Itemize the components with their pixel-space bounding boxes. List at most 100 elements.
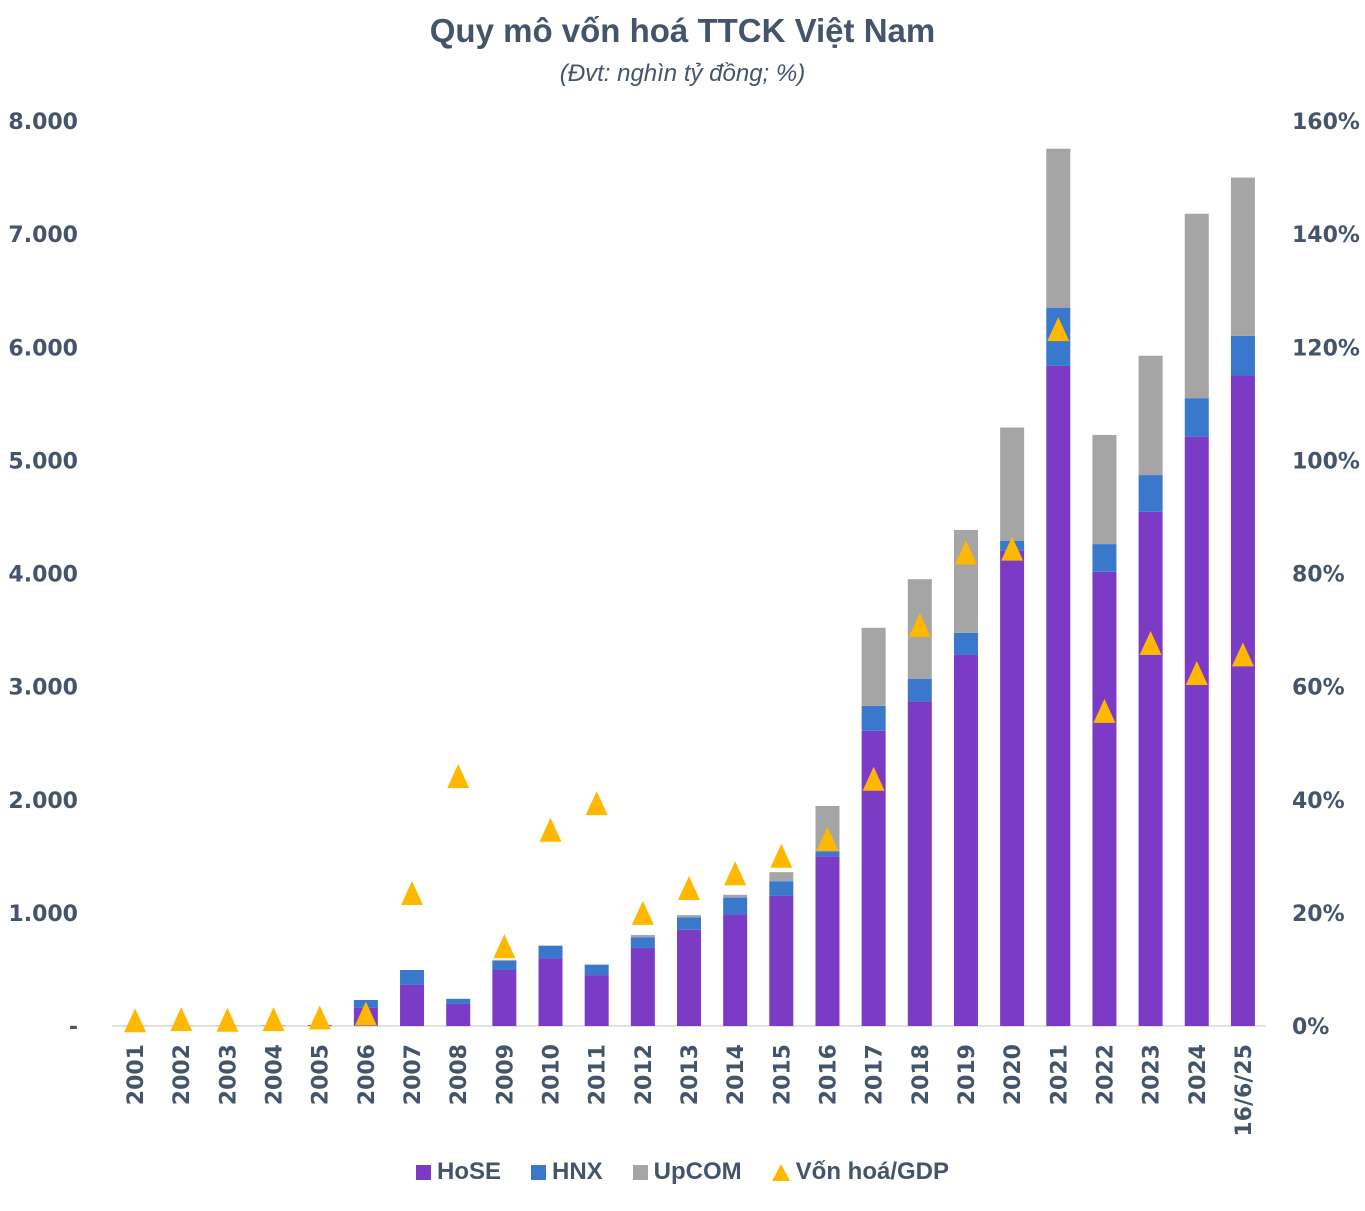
y2-tick-label: 160% xyxy=(1292,110,1360,135)
bar-segment-upcom xyxy=(1046,148,1071,308)
marker-market-cap-gdp xyxy=(631,900,654,925)
chart-title: Quy mô vốn hoá TTCK Việt Nam xyxy=(429,12,936,49)
bar-segment-hose xyxy=(1000,550,1025,1026)
legend-label-upcom: UpCOM xyxy=(653,1158,742,1185)
y2-tick-label: 100% xyxy=(1292,449,1360,474)
x-axis: 2001 2002 2003 2004 2005 2006 2007 2008 2009 2010… xyxy=(124,1044,1257,1137)
legend-label-hose: HoSE xyxy=(436,1158,501,1185)
bar-segment-upcom xyxy=(861,627,886,706)
bar-segment-hnx xyxy=(630,937,655,948)
bar-segment-upcom xyxy=(723,894,748,898)
y2-tick-label: 0% xyxy=(1292,1015,1329,1040)
x-tick-label: 2008 xyxy=(447,1044,472,1105)
marker-market-cap-gdp xyxy=(308,1005,331,1030)
x-tick-label: 2024 xyxy=(1186,1044,1211,1105)
marker-market-cap-gdp xyxy=(770,843,793,868)
marker-market-cap-gdp xyxy=(1139,631,1162,656)
y2-tick-label: 20% xyxy=(1292,902,1345,927)
bar-segment-upcom xyxy=(584,964,609,965)
bar-segment-upcom xyxy=(1092,434,1117,545)
marker-market-cap-gdp xyxy=(1093,698,1116,723)
x-tick-label: 2002 xyxy=(170,1044,195,1105)
bar-segment-hose xyxy=(1046,365,1071,1026)
marker-market-cap-gdp xyxy=(216,1007,239,1032)
marker-market-cap-gdp xyxy=(124,1008,147,1033)
marker-market-cap-gdp xyxy=(354,1001,377,1026)
x-tick-label: 2016 xyxy=(816,1044,841,1105)
marker-market-cap-gdp xyxy=(908,612,931,637)
x-tick-label: 2010 xyxy=(540,1044,565,1105)
x-tick-label: 2003 xyxy=(216,1044,241,1105)
chart-plot: - 1.000 2.000 3.000 4.000 5.000 6.000 7.000 8.00… xyxy=(8,110,1360,1137)
y-tick-label: 8.000 xyxy=(8,110,78,135)
bar-segment-hnx xyxy=(1092,544,1117,572)
bar-segment-hnx xyxy=(1138,475,1163,512)
y-axis-left: - 1.000 2.000 3.000 4.000 5.000 6.000 7.000 8.00… xyxy=(8,110,78,1040)
x-tick-label: 16/6/25 xyxy=(1232,1044,1257,1137)
bar-segment-hnx xyxy=(1230,335,1255,376)
bar-segment-upcom xyxy=(677,915,701,918)
y-tick-label: 3.000 xyxy=(8,676,78,701)
marker-market-cap-gdp xyxy=(1231,642,1254,667)
x-tick-label: 2023 xyxy=(1140,1044,1165,1105)
markers-group xyxy=(124,317,1254,1033)
marker-market-cap-gdp xyxy=(724,861,747,886)
marker-market-cap-gdp xyxy=(447,763,470,788)
marker-market-cap-gdp xyxy=(816,826,839,851)
y-tick-label: 1.000 xyxy=(8,902,78,927)
legend-item-upcom: UpCOM xyxy=(632,1158,742,1186)
y-axis-right: 0% 20% 40% 60% 80% 100% 120% 140% 160% xyxy=(1292,110,1360,1040)
x-tick-label: 2005 xyxy=(309,1044,334,1105)
marker-market-cap-gdp xyxy=(539,817,562,842)
legend-swatch-upcom xyxy=(632,1164,648,1180)
x-tick-label: 2001 xyxy=(124,1044,149,1105)
legend-swatch-hnx xyxy=(531,1164,546,1180)
marker-market-cap-gdp xyxy=(954,540,977,565)
bar-segment-upcom xyxy=(1138,355,1163,476)
x-tick-label: 2020 xyxy=(1001,1044,1026,1105)
x-tick-label: 2006 xyxy=(355,1044,380,1105)
chart-subtitle: (Đvt: nghìn tỷ đồng; %) xyxy=(559,60,806,87)
legend-swatch-hose xyxy=(415,1164,431,1180)
bar-segment-hose xyxy=(815,856,840,1026)
y-tick-label: 4.000 xyxy=(8,563,78,588)
bar-segment-hnx xyxy=(815,851,840,857)
y2-tick-label: 60% xyxy=(1292,676,1345,701)
bar-segment-hnx xyxy=(1184,398,1209,437)
x-tick-label: 2009 xyxy=(493,1044,518,1105)
legend-item-market-cap-gdp: Vốn hoá/GDP xyxy=(771,1158,949,1186)
x-tick-label: 2015 xyxy=(770,1044,795,1105)
marker-market-cap-gdp xyxy=(262,1007,285,1032)
bar-segment-hose xyxy=(769,895,794,1026)
marker-market-cap-gdp xyxy=(493,934,516,959)
marker-market-cap-gdp xyxy=(1047,317,1070,342)
bar-segment-hose xyxy=(1184,436,1209,1026)
x-tick-label: 2013 xyxy=(678,1044,703,1105)
bar-segment-hnx xyxy=(492,960,517,971)
y-tick-label: 7.000 xyxy=(8,223,78,248)
bar-segment-hnx xyxy=(953,632,978,655)
bar-segment-hose xyxy=(907,701,932,1026)
bar-segment-hose xyxy=(584,975,609,1026)
bar-segment-upcom xyxy=(630,934,655,938)
y-tick-label: - xyxy=(69,1015,78,1040)
x-tick-label: 2021 xyxy=(1047,1044,1072,1105)
bar-segment-hose xyxy=(723,914,748,1026)
legend-label-hnx: HNX xyxy=(552,1158,603,1185)
legend: HoSE HNX UpCOM Vốn hoá/GDP xyxy=(0,1158,1365,1186)
bar-segment-hose xyxy=(1092,571,1117,1026)
bar-segment-hnx xyxy=(677,917,701,930)
bar-segment-hnx xyxy=(584,964,609,976)
y-tick-label: 2.000 xyxy=(8,789,78,814)
legend-item-hose: HoSE xyxy=(415,1158,501,1186)
bar-segment-upcom xyxy=(492,959,517,961)
y2-tick-label: 120% xyxy=(1292,336,1360,361)
x-tick-label: 2022 xyxy=(1093,1044,1118,1105)
marker-market-cap-gdp xyxy=(1185,661,1208,686)
bar-segment-hnx xyxy=(861,705,886,731)
bar-segment-upcom xyxy=(769,872,794,882)
bar-segment-hose xyxy=(446,1003,471,1026)
x-tick-label: 2011 xyxy=(586,1044,611,1105)
bar-segment-hose xyxy=(1230,375,1255,1026)
bar-segment-hnx xyxy=(538,945,563,959)
